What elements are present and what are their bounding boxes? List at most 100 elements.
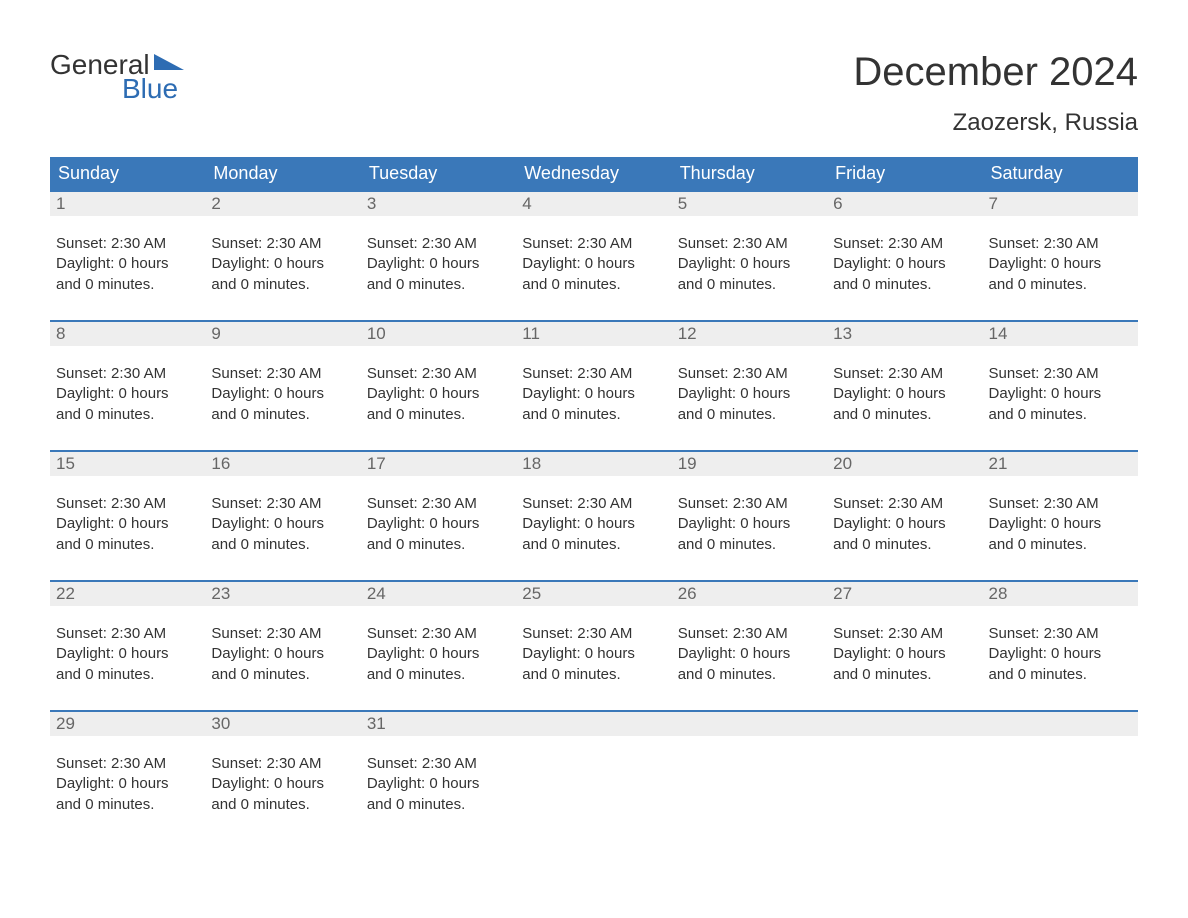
- sunset-line: Sunset: 2:30 AM: [833, 364, 976, 384]
- day-content: Sunset: 2:30 AMDaylight: 0 hoursand 0 mi…: [361, 736, 516, 821]
- day-content: Sunset: 2:30 AMDaylight: 0 hoursand 0 mi…: [361, 476, 516, 561]
- daylight-line-2: and 0 minutes.: [833, 275, 976, 295]
- week-row: 15Sunset: 2:30 AMDaylight: 0 hoursand 0 …: [50, 450, 1138, 580]
- day-number-bar: 30: [205, 712, 360, 736]
- daylight-line-2: and 0 minutes.: [522, 405, 665, 425]
- day-number: 21: [989, 454, 1008, 473]
- daylight-line-2: and 0 minutes.: [522, 535, 665, 555]
- daylight-line-1: Daylight: 0 hours: [833, 514, 976, 534]
- daylight-line-1: Daylight: 0 hours: [989, 384, 1132, 404]
- day-number: 18: [522, 454, 541, 473]
- day-cell: 21Sunset: 2:30 AMDaylight: 0 hoursand 0 …: [983, 452, 1138, 580]
- day-number-bar: 6: [827, 192, 982, 216]
- day-number: 17: [367, 454, 386, 473]
- day-cell: 1 Sunset: 2:30 AMDaylight: 0 hoursand 0 m…: [50, 192, 205, 320]
- sunset-line: Sunset: 2:30 AM: [56, 494, 199, 514]
- day-number: 11: [522, 324, 540, 343]
- day-number: 24: [367, 584, 386, 603]
- day-cell: 10Sunset: 2:30 AMDaylight: 0 hoursand 0 …: [361, 322, 516, 450]
- day-number: 22: [56, 584, 75, 603]
- day-content: Sunset: 2:30 AMDaylight: 0 hoursand 0 mi…: [516, 606, 671, 691]
- day-cell: 3 Sunset: 2:30 AMDaylight: 0 hoursand 0 m…: [361, 192, 516, 320]
- day-cell: 31Sunset: 2:30 AMDaylight: 0 hoursand 0 …: [361, 712, 516, 840]
- day-number-bar: 4: [516, 192, 671, 216]
- sunset-line: Sunset: 2:30 AM: [989, 624, 1132, 644]
- daylight-line-2: and 0 minutes.: [989, 665, 1132, 685]
- week-row: 1Sunset: 2:30 AMDaylight: 0 hoursand 0 m…: [50, 190, 1138, 320]
- daylight-line-1: Daylight: 0 hours: [367, 514, 510, 534]
- day-cell: 5Sunset: 2:30 AMDaylight: 0 hoursand 0 m…: [672, 192, 827, 320]
- sunset-line: Sunset: 2:30 AM: [989, 494, 1132, 514]
- sunset-line: Sunset: 2:30 AM: [367, 234, 510, 254]
- daylight-line-1: Daylight: 0 hours: [211, 514, 354, 534]
- day-content: Sunset: 2:30 AMDaylight: 0 hoursand 0 mi…: [672, 346, 827, 431]
- day-content: Sunset: 2:30 AMDaylight: 0 hoursand 0 mi…: [50, 346, 205, 431]
- day-number: 29: [56, 714, 75, 733]
- day-number-bar: 1: [50, 192, 205, 216]
- day-content: Sunset: 2:30 AMDaylight: 0 hoursand 0 mi…: [50, 606, 205, 691]
- sunset-line: Sunset: 2:30 AM: [367, 494, 510, 514]
- day-content: Sunset: 2:30 AMDaylight: 0 hoursand 0 mi…: [827, 476, 982, 561]
- top-bar: General Blue December 2024 Zaozersk, Rus…: [50, 50, 1138, 137]
- calendar: Sunday Monday Tuesday Wednesday Thursday…: [50, 157, 1138, 840]
- day-cell: 4Sunset: 2:30 AMDaylight: 0 hoursand 0 m…: [516, 192, 671, 320]
- daylight-line-1: Daylight: 0 hours: [678, 384, 821, 404]
- day-cell: 17 Sunset: 2:30 AMDaylight: 0 hoursand 0 …: [361, 452, 516, 580]
- day-content: Sunset: 2:30 AMDaylight: 0 hoursand 0 mi…: [361, 346, 516, 431]
- day-number-bar: [827, 712, 982, 736]
- day-number: 3: [367, 194, 376, 213]
- daylight-line-2: and 0 minutes.: [522, 665, 665, 685]
- day-content: Sunset: 2:30 AMDaylight: 0 hoursand 0 mi…: [205, 216, 360, 301]
- daylight-line-1: Daylight: 0 hours: [367, 254, 510, 274]
- weekday-friday: Friday: [827, 157, 982, 190]
- day-cell: 12Sunset: 2:30 AMDaylight: 0 hoursand 0 …: [672, 322, 827, 450]
- daylight-line-1: Daylight: 0 hours: [211, 644, 354, 664]
- daylight-line-1: Daylight: 0 hours: [989, 514, 1132, 534]
- day-content: Sunset: 2:30 AMDaylight: 0 hoursand 0 mi…: [205, 736, 360, 821]
- day-content: [516, 736, 671, 760]
- sunset-line: Sunset: 2:30 AM: [56, 234, 199, 254]
- day-cell: 29Sunset: 2:30 AMDaylight: 0 hoursand 0 …: [50, 712, 205, 840]
- daylight-line-1: Daylight: 0 hours: [56, 254, 199, 274]
- day-number-bar: 2: [205, 192, 360, 216]
- day-content: Sunset: 2:30 AMDaylight: 0 hoursand 0 mi…: [827, 346, 982, 431]
- sunset-line: Sunset: 2:30 AM: [678, 364, 821, 384]
- sunset-line: Sunset: 2:30 AM: [678, 234, 821, 254]
- day-cell: [516, 712, 671, 840]
- day-number-bar: 12: [672, 322, 827, 346]
- daylight-line-1: Daylight: 0 hours: [211, 254, 354, 274]
- header-right: December 2024 Zaozersk, Russia: [853, 50, 1138, 137]
- sunset-line: Sunset: 2:30 AM: [367, 364, 510, 384]
- day-content: [827, 736, 982, 760]
- weekday-sunday: Sunday: [50, 157, 205, 190]
- day-content: Sunset: 2:30 AMDaylight: 0 hoursand 0 mi…: [827, 216, 982, 301]
- weekday-header-row: Sunday Monday Tuesday Wednesday Thursday…: [50, 157, 1138, 190]
- sunset-line: Sunset: 2:30 AM: [522, 364, 665, 384]
- day-number-bar: 3: [361, 192, 516, 216]
- day-content: Sunset: 2:30 AMDaylight: 0 hoursand 0 mi…: [361, 216, 516, 301]
- day-cell: [983, 712, 1138, 840]
- day-cell: 9Sunset: 2:30 AMDaylight: 0 hoursand 0 m…: [205, 322, 360, 450]
- day-content: Sunset: 2:30 AMDaylight: 0 hoursand 0 mi…: [516, 346, 671, 431]
- day-number: 28: [989, 584, 1008, 603]
- day-cell: 20Sunset: 2:30 AMDaylight: 0 hoursand 0 …: [827, 452, 982, 580]
- day-number-bar: [672, 712, 827, 736]
- day-number: 5: [678, 194, 687, 213]
- day-content: [983, 736, 1138, 760]
- day-number: 9: [211, 324, 220, 343]
- day-content: [672, 736, 827, 760]
- day-number: 15: [56, 454, 75, 473]
- daylight-line-2: and 0 minutes.: [211, 535, 354, 555]
- day-number: 23: [211, 584, 230, 603]
- daylight-line-1: Daylight: 0 hours: [833, 254, 976, 274]
- daylight-line-2: and 0 minutes.: [56, 275, 199, 295]
- day-number: 25: [522, 584, 541, 603]
- day-number-bar: 18: [516, 452, 671, 476]
- day-cell: 13Sunset: 2:30 AMDaylight: 0 hoursand 0 …: [827, 322, 982, 450]
- day-cell: 8Sunset: 2:30 AMDaylight: 0 hoursand 0 m…: [50, 322, 205, 450]
- day-content: Sunset: 2:30 AMDaylight: 0 hoursand 0 mi…: [205, 476, 360, 561]
- day-cell: 16Sunset: 2:30 AMDaylight: 0 hoursand 0 …: [205, 452, 360, 580]
- daylight-line-1: Daylight: 0 hours: [989, 644, 1132, 664]
- daylight-line-1: Daylight: 0 hours: [522, 514, 665, 534]
- daylight-line-2: and 0 minutes.: [211, 665, 354, 685]
